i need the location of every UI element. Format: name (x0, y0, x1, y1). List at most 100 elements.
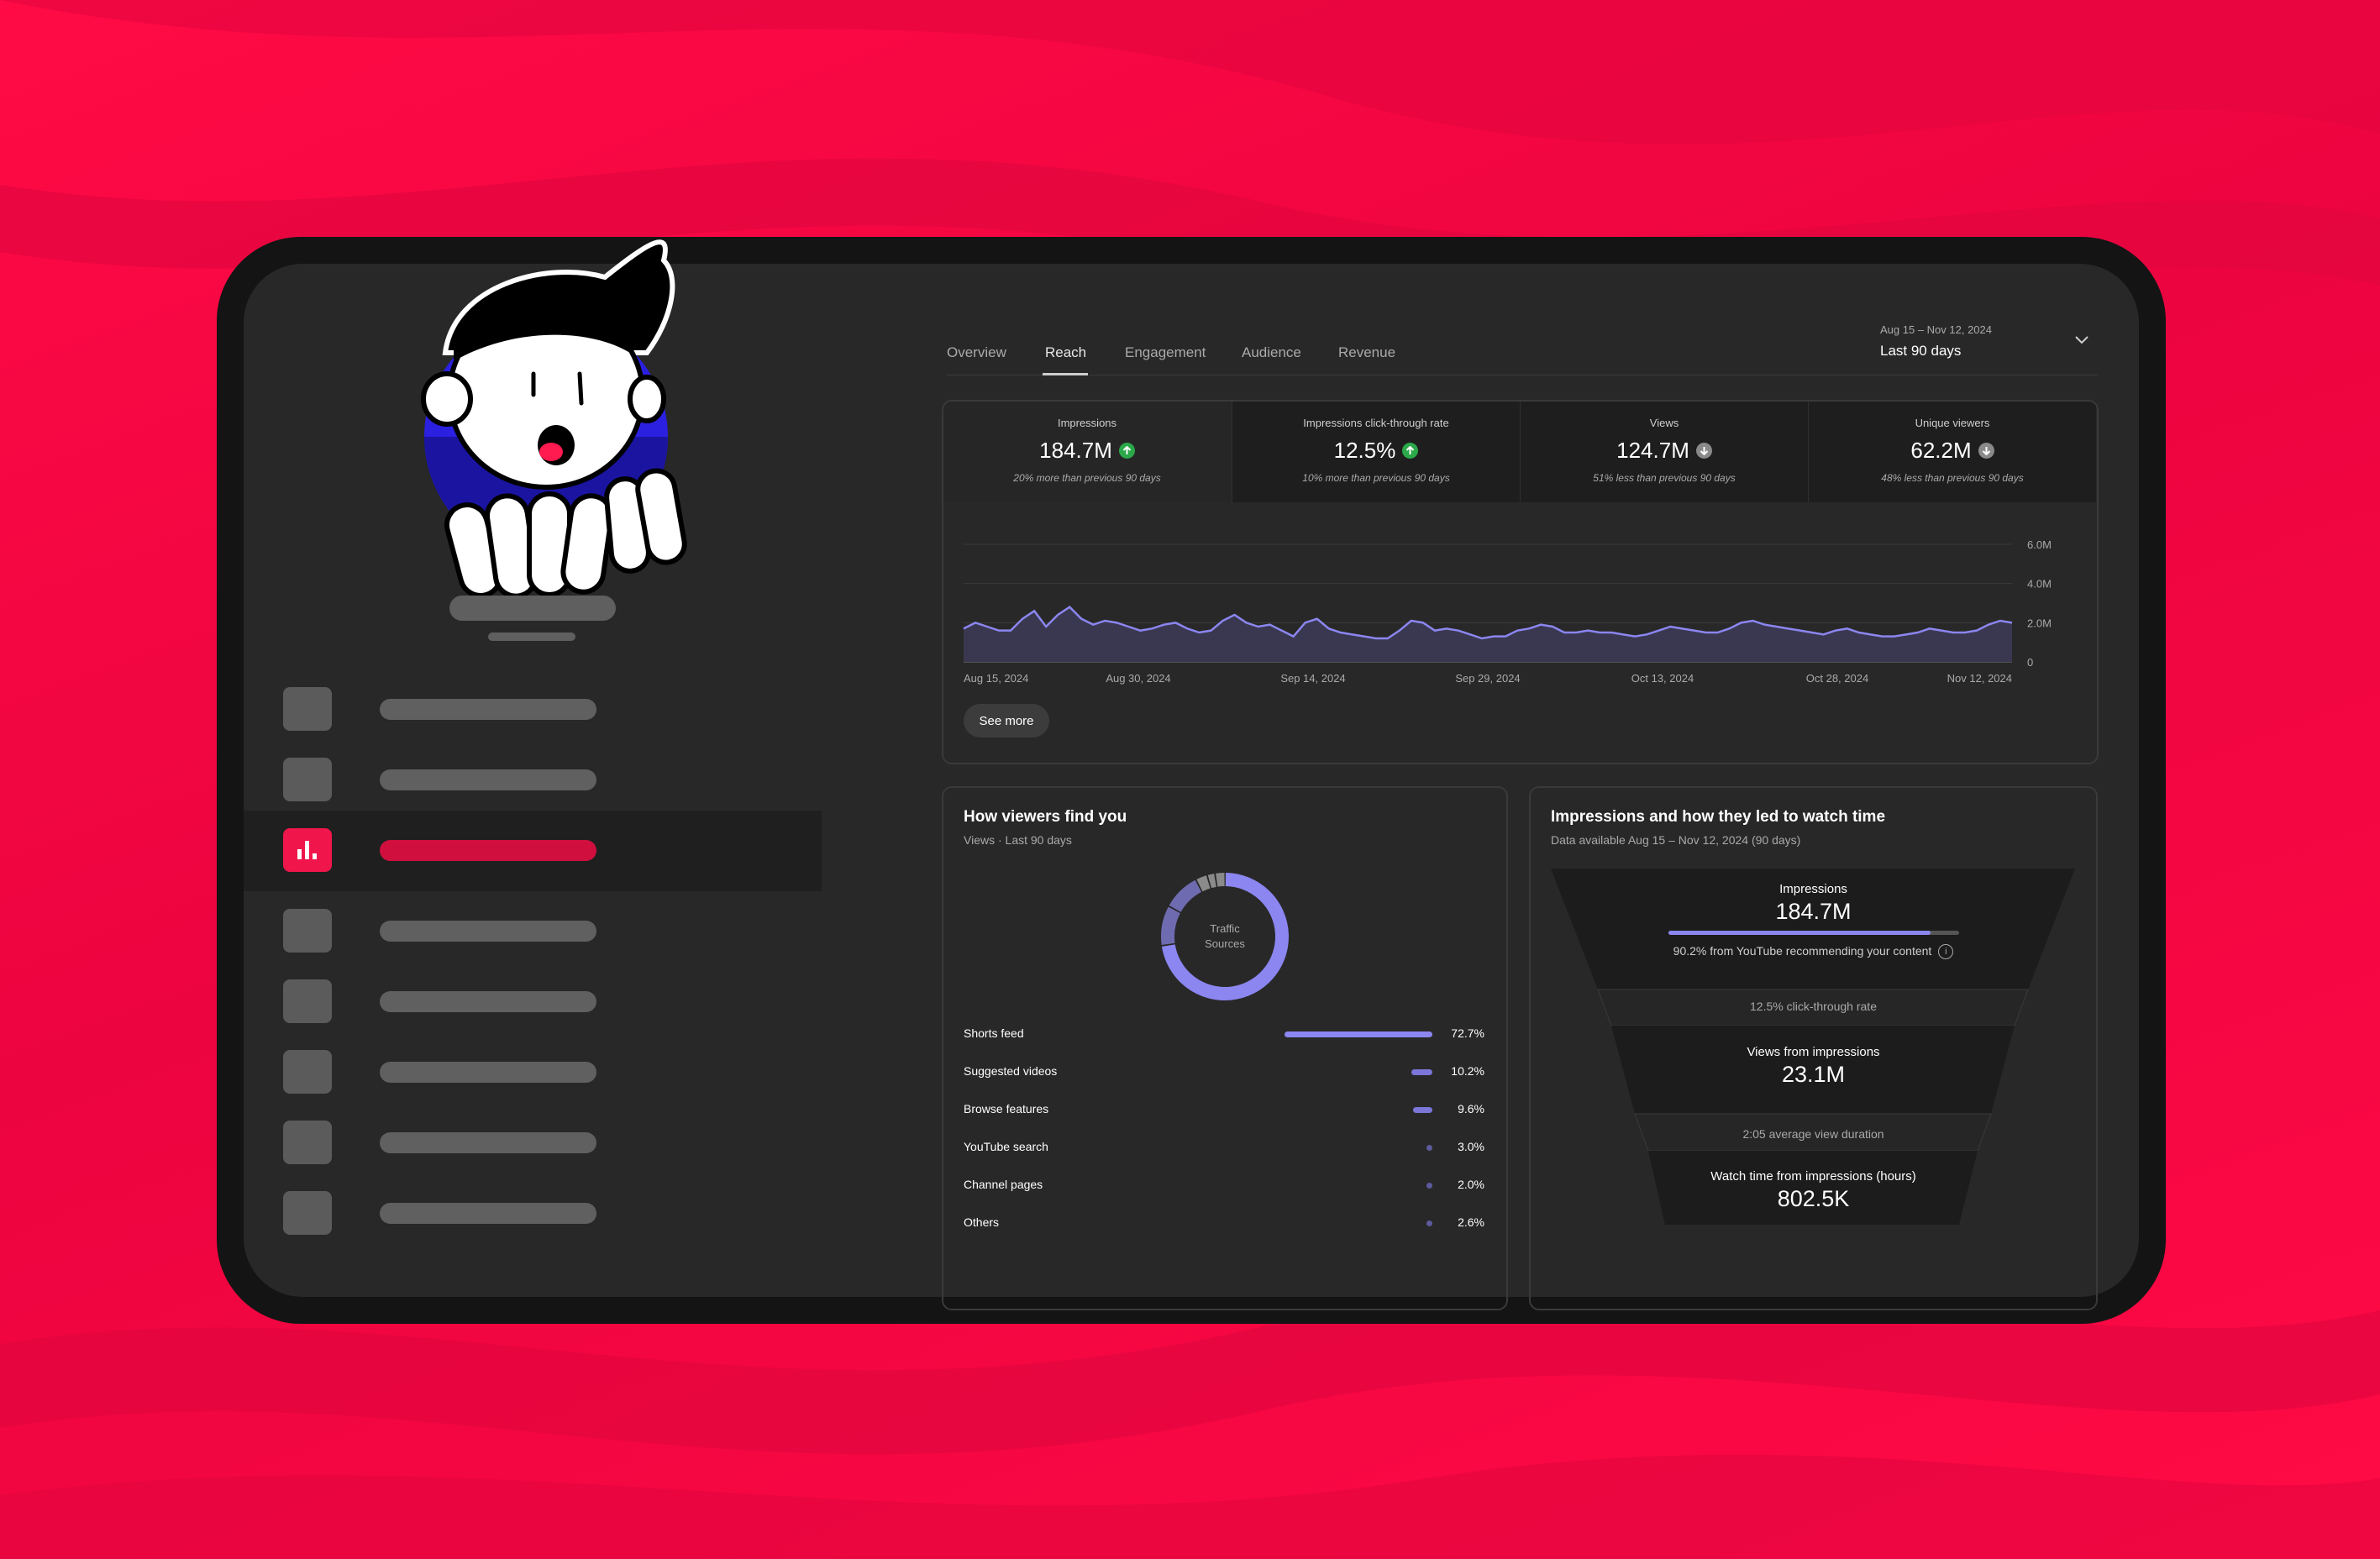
sidebar-item[interactable] (244, 962, 822, 1042)
traffic-source-row[interactable]: Others 2.6% (964, 1212, 1484, 1234)
metric-value: 62.2M (1910, 438, 1972, 463)
donut-slice[interactable] (1216, 873, 1225, 887)
nav-placeholder-icon (283, 1191, 332, 1235)
funnel-duration-note: 2:05 average view duration (1742, 1127, 1884, 1141)
sidebar-item[interactable] (244, 740, 822, 821)
funnel-recommend-row: 90.2% from YouTube recommending your con… (1531, 944, 2096, 960)
funnel-recommend-note: 90.2% from YouTube recommending your con… (1673, 944, 1932, 958)
sidebar-item[interactable] (244, 1032, 822, 1113)
x-tick-label: Oct 28, 2024 (1806, 672, 1868, 685)
traffic-source-row[interactable]: Channel pages 2.0% (964, 1174, 1484, 1196)
nav-placeholder-icon (283, 758, 332, 801)
funnel-ctr-note: 12.5% click-through rate (1750, 1000, 1877, 1013)
nav-label-placeholder (380, 840, 596, 861)
metric-views[interactable]: Views 124.7M 51% less than previous 90 d… (1520, 402, 1808, 502)
traffic-source-percent: 3.0% (1458, 1140, 1484, 1153)
traffic-source-label: Shorts feed (964, 1026, 1024, 1040)
traffic-source-row[interactable]: Suggested videos 10.2% (964, 1061, 1484, 1083)
metric-unique-viewers[interactable]: Unique viewers 62.2M 48% less than previ… (1808, 402, 2096, 502)
donut-slice[interactable] (1169, 879, 1202, 913)
metric-note: 10% more than previous 90 days (1302, 472, 1450, 484)
nav-placeholder-icon (283, 979, 332, 1023)
donut-slice[interactable] (1207, 874, 1216, 889)
trend-up-icon (1118, 443, 1135, 459)
nav-placeholder-icon (283, 687, 332, 731)
funnel-impressions-value: 184.7M (1775, 899, 1852, 924)
tab-revenue[interactable]: Revenue (1338, 344, 1396, 360)
funnel-watch-value: 802.5K (1777, 1186, 1850, 1211)
nav-label-placeholder (380, 699, 596, 720)
nav-label-placeholder (380, 1132, 596, 1153)
trend-up-icon (1402, 443, 1419, 459)
traffic-source-percent: 9.6% (1458, 1102, 1484, 1115)
x-tick-label: Nov 12, 2024 (1947, 672, 2012, 685)
sidebar-item[interactable] (244, 891, 822, 972)
donut-label-line2: Sources (1205, 937, 1245, 950)
nav-label-placeholder (380, 769, 596, 790)
metric-note: 48% less than previous 90 days (1881, 472, 2024, 484)
trend-down-icon (1978, 443, 1994, 459)
tab-audience[interactable]: Audience (1242, 344, 1301, 360)
recommendation-share-fill (1668, 931, 1931, 935)
traffic-sources-card: How viewers find you Views · Last 90 day… (942, 786, 1508, 1310)
metric-value: 12.5% (1333, 438, 1396, 463)
profile-name-placeholder (449, 596, 616, 621)
active-tab-indicator (1043, 373, 1088, 375)
metric-value: 124.7M (1616, 438, 1689, 463)
sidebar-item[interactable] (244, 669, 822, 750)
nav-label-placeholder (380, 1203, 596, 1224)
traffic-source-label: Others (964, 1215, 1000, 1229)
date-range-text: Aug 15 – Nov 12, 2024 (1880, 323, 1992, 336)
metric-impressions[interactable]: Impressions 184.7M 20% more than previou… (943, 402, 1231, 502)
mascot-avatar (421, 239, 687, 599)
donut-slice[interactable] (1161, 873, 1289, 1000)
metric-label: Views (1649, 417, 1679, 429)
traffic-source-percent: 10.2% (1451, 1064, 1484, 1078)
date-range-selector[interactable]: Aug 15 – Nov 12, 2024 Last 90 days (1880, 323, 1992, 360)
funnel-watch-label: Watch time from impressions (hours) (1710, 1169, 1916, 1184)
sidebar-item-analytics[interactable] (244, 811, 822, 891)
metric-note: 20% more than previous 90 days (1013, 472, 1161, 484)
traffic-source-bar (1411, 1069, 1432, 1075)
traffic-source-bar (1412, 1107, 1432, 1113)
funnel-views-label: Views from impressions (1747, 1045, 1880, 1059)
tab-overview[interactable]: Overview (947, 344, 1006, 360)
traffic-source-percent: 2.6% (1458, 1215, 1484, 1229)
recommendation-share-bar (1668, 931, 1959, 935)
metric-ctr[interactable]: Impressions click-through rate 12.5% 10%… (1232, 402, 1520, 502)
y-tick-label: 2.0M (2027, 617, 2052, 629)
card-subtitle: Data available Aug 15 – Nov 12, 2024 (90… (1551, 833, 1801, 847)
trend-down-icon (1695, 443, 1712, 459)
info-icon[interactable]: i (1938, 944, 1954, 960)
tab-engagement[interactable]: Engagement (1125, 344, 1206, 360)
tab-reach[interactable]: Reach (1045, 344, 1087, 360)
nav-label-placeholder (380, 991, 596, 1012)
metric-value: 184.7M (1039, 438, 1112, 463)
sidebar-item[interactable] (244, 1173, 822, 1254)
chevron-down-icon[interactable] (2072, 334, 2092, 346)
sidebar-item[interactable] (244, 1103, 822, 1184)
traffic-donut-chart: Traffic Sources (1161, 873, 1289, 1000)
card-title: How viewers find you (964, 808, 1127, 826)
traffic-source-row[interactable]: Shorts feed 72.7% (964, 1023, 1484, 1045)
date-period-label: Last 90 days (1880, 343, 1962, 359)
impressions-funnel-card: Impressions and how they led to watch ti… (1529, 786, 2098, 1310)
y-tick-label: 6.0M (2027, 538, 2052, 551)
traffic-source-label: YouTube search (964, 1140, 1048, 1153)
reach-overview-card: Impressions 184.7M 20% more than previou… (942, 400, 2099, 764)
card-title: Impressions and how they led to watch ti… (1551, 808, 1886, 826)
impressions-series-line[interactable] (963, 606, 2013, 640)
y-tick-label: 0 (2027, 656, 2033, 669)
x-tick-label: Aug 30, 2024 (1106, 672, 1170, 685)
x-tick-label: Sep 14, 2024 (1280, 672, 1345, 685)
traffic-source-label: Browse features (964, 1102, 1049, 1115)
donut-slice[interactable] (1196, 875, 1211, 892)
funnel-impressions-label: Impressions (1779, 882, 1847, 896)
see-more-button[interactable]: See more (964, 704, 1049, 738)
donut-slice[interactable] (1161, 906, 1181, 945)
traffic-source-percent: 2.0% (1458, 1178, 1484, 1191)
traffic-source-row[interactable]: Browse features 9.6% (964, 1099, 1484, 1121)
traffic-source-row[interactable]: YouTube search 3.0% (964, 1136, 1484, 1158)
impressions-chart: 6.0M 4.0M 2.0M 0 Aug 15, 2024 Aug 30, 2024 Sep… (963, 538, 2052, 685)
